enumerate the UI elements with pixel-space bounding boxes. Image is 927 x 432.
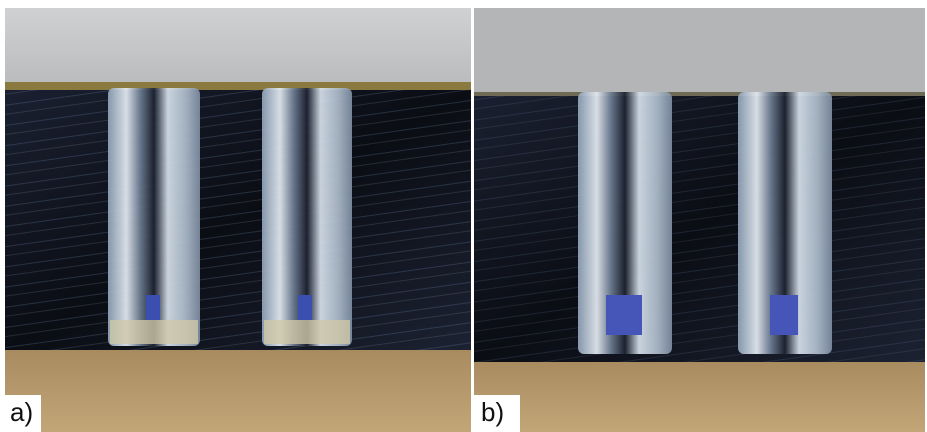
panel-label: b) xyxy=(481,397,504,427)
panel-label: a) xyxy=(10,397,33,427)
panel-a: a) xyxy=(5,8,471,432)
panel-b: b) xyxy=(474,8,925,432)
page: a) b) (() => { const data = JSON.parse(d… xyxy=(0,0,927,432)
photo-figure: a) b) xyxy=(0,0,927,432)
